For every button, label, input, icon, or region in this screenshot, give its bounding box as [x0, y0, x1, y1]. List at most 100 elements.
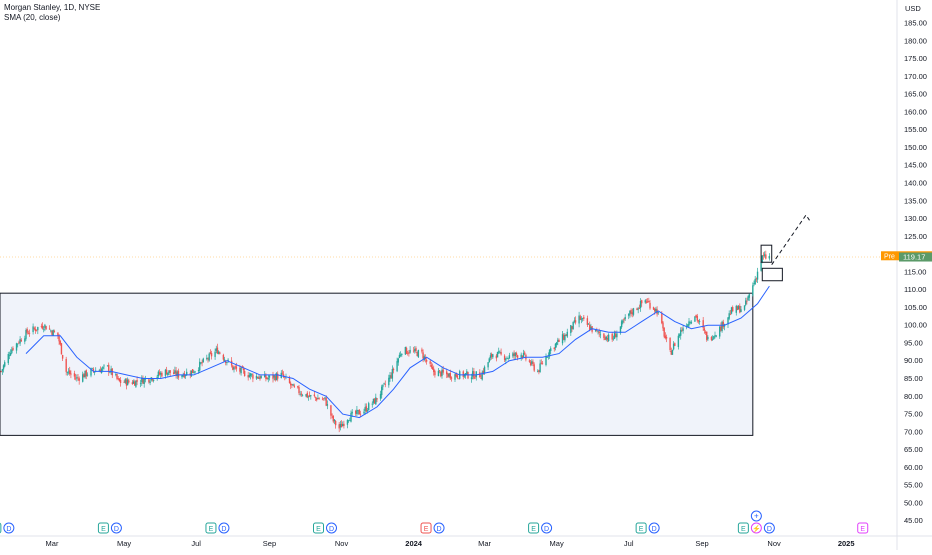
candle [417, 349, 420, 358]
candle-body [645, 301, 648, 303]
candle [670, 347, 672, 355]
candle [662, 320, 664, 332]
sma-series [25, 285, 770, 419]
candle-body [182, 374, 184, 377]
candle [116, 373, 118, 381]
earnings-badge [97, 522, 109, 534]
candle-body [657, 312, 659, 314]
candle-body [521, 355, 524, 358]
earnings-badge-label: E [741, 526, 746, 533]
x-tick-label: Mar [478, 539, 491, 548]
time-axis[interactable]: Mar May Jul Sep Nov 2024 Mar May Jul Sep Nov 2025 [0, 535, 932, 548]
candle [507, 357, 509, 361]
candle-body [209, 352, 212, 354]
candle-body [152, 379, 155, 381]
candle [503, 354, 506, 362]
candle [149, 379, 151, 386]
candle [77, 374, 79, 381]
candle-body [447, 373, 449, 378]
candle [318, 397, 320, 400]
candle-body [429, 361, 431, 364]
candle [630, 308, 632, 317]
candle-body [646, 301, 649, 303]
candle [290, 381, 292, 390]
candle [638, 304, 641, 310]
projection-arrow [771, 214, 810, 265]
candle [177, 368, 180, 380]
candle-body [74, 377, 77, 379]
candle [408, 350, 410, 357]
candle [737, 304, 740, 310]
candle-body [256, 377, 259, 379]
candle-body [702, 320, 704, 328]
chart-legend[interactable]: Morgan Stanley, 1D, NYSE SMA (20, close) [4, 3, 100, 23]
candle [745, 297, 747, 307]
candle-body [541, 363, 544, 365]
candle [17, 343, 19, 348]
candle-body [356, 409, 358, 414]
candle-body [664, 335, 667, 339]
candle-body [631, 312, 633, 315]
candle [24, 335, 26, 345]
candle [682, 325, 684, 334]
y-tick-label: 100.00 [904, 321, 927, 330]
earnings-badge-label: E [209, 526, 214, 533]
candle [522, 349, 525, 358]
candle-body [215, 348, 217, 351]
candle [65, 356, 67, 376]
candle [414, 346, 416, 354]
candle [174, 366, 176, 375]
candle [434, 369, 436, 378]
candle [266, 377, 268, 380]
candle [273, 374, 275, 381]
candle [604, 335, 606, 341]
candle-body [69, 370, 71, 375]
candle [206, 354, 208, 361]
candle-body [388, 377, 390, 386]
candle-body [109, 372, 111, 374]
candle [217, 350, 220, 355]
candle-body [350, 413, 352, 422]
candle-body [275, 373, 278, 380]
candle [189, 370, 191, 379]
candle [524, 350, 526, 356]
candle-body [76, 377, 78, 379]
candle-body [307, 396, 310, 398]
candle [499, 350, 501, 354]
candle-body [174, 370, 176, 374]
candle-body [33, 327, 35, 329]
candle-body [366, 410, 369, 412]
candle [298, 384, 300, 396]
candle-body [379, 393, 382, 399]
symbol-title[interactable]: Morgan Stanley, 1D, NYSE [4, 3, 101, 12]
candle [134, 379, 136, 386]
candle [664, 332, 667, 340]
candle [376, 398, 378, 403]
candle [740, 306, 742, 313]
candle [581, 317, 584, 322]
candle-body [57, 332, 59, 337]
candle [472, 367, 474, 380]
candle [573, 317, 576, 324]
candle-body [670, 350, 672, 355]
sma-indicator-label[interactable]: SMA (20, close) [4, 13, 61, 22]
price-axis[interactable]: USD 45.00 50.00 55.00 60.00 65.00 70.00 75.00 80… [896, 0, 927, 550]
candle-body [615, 334, 617, 338]
candle-body [340, 423, 343, 428]
candle-body [752, 285, 754, 296]
candle [697, 319, 700, 324]
split-badge [750, 522, 762, 534]
y-tick-label: 185.00 [904, 19, 927, 28]
candle-body [351, 411, 353, 414]
candle-body [616, 333, 618, 338]
more-events-icon-label: + [754, 512, 759, 521]
candle-body [442, 369, 444, 373]
candle-body [448, 373, 450, 377]
candle-body [583, 317, 585, 319]
candle-body [566, 331, 568, 337]
